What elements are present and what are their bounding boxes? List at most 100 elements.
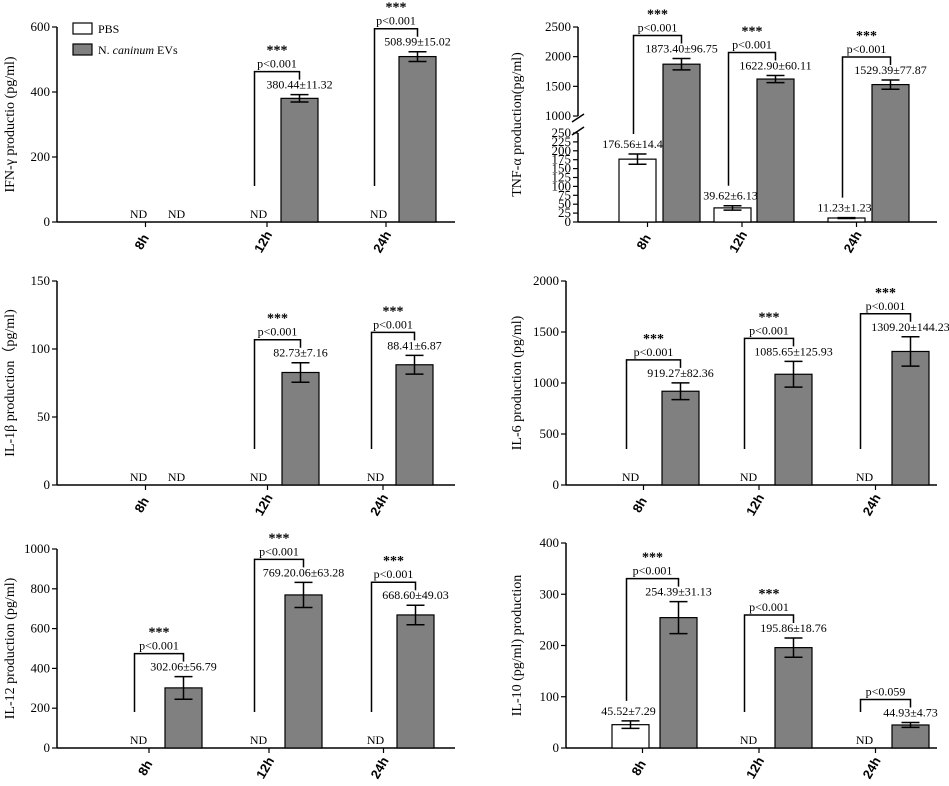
y-tick-label: 100 <box>31 341 51 356</box>
legend-swatch-evs <box>72 43 93 56</box>
y-tick-label: 250 <box>552 125 572 140</box>
bar-evs <box>281 371 320 486</box>
y-tick-label: 400 <box>31 660 51 675</box>
x-tick-label: 24h <box>367 491 391 518</box>
bar-evs <box>661 390 700 486</box>
value-label-pbs: 45.52±7.29 <box>601 704 656 718</box>
y-tick-label: 75 <box>558 187 571 202</box>
y-axis-title: IFN-γ productio (pg/ml) <box>3 56 18 192</box>
legend: PBS N. caninum EVs <box>72 22 178 57</box>
x-tick-label: 24h <box>841 228 865 255</box>
value-label-evs: 508.99±15.02 <box>384 35 451 49</box>
significance-stars: *** <box>383 304 404 319</box>
y-tick-label: 150 <box>552 161 572 176</box>
bar-evs <box>774 373 813 486</box>
y-tick-label: 1000 <box>533 375 559 390</box>
p-value-label: p<0.001 <box>376 14 416 28</box>
significance-bracket <box>841 56 892 198</box>
p-value-label: p<0.059 <box>866 685 906 699</box>
chart-panel-4: 0 500 1000 1500 2000 IL-6 production (pg/ml) 8… <box>510 273 949 518</box>
nd-label: ND <box>856 733 874 747</box>
x-tick-label: 24h <box>370 228 394 255</box>
x-tick-label: 8h <box>629 494 650 515</box>
nd-label: ND <box>740 733 758 747</box>
x-tick-label: 24h <box>368 754 392 781</box>
x-tick-label: 12h <box>743 491 767 518</box>
legend-label-evs: N. caninum EVs <box>98 43 178 57</box>
nd-label: ND <box>130 470 148 484</box>
p-value-label: p<0.001 <box>638 20 678 34</box>
y-tick-label: 500 <box>540 426 560 441</box>
nd-label: ND <box>367 733 385 747</box>
significance-bracket <box>370 331 416 449</box>
significance-stars: *** <box>875 286 896 301</box>
nd-label: ND <box>250 207 268 221</box>
x-tick-label: 12h <box>252 491 276 518</box>
value-label-evs: 769.20.06±63.28 <box>263 565 345 579</box>
y-tick-label: 150 <box>31 273 51 288</box>
bar-evs <box>774 647 813 749</box>
significance-stars: *** <box>742 24 763 39</box>
p-value-label: p<0.001 <box>258 325 298 339</box>
nd-label: ND <box>168 207 186 221</box>
y-tick-label: 200 <box>31 149 51 164</box>
y-tick-label: 200 <box>31 700 51 715</box>
significance-bracket <box>859 313 912 449</box>
y-tick-label: 800 <box>31 581 51 596</box>
value-label-evs: 82.73±7.16 <box>273 346 328 360</box>
y-tick-label: 600 <box>31 621 51 636</box>
legend-swatch-pbs <box>72 22 93 35</box>
bar-evs <box>891 350 930 486</box>
x-tick-label: 8h <box>131 494 152 515</box>
y-tick-label: 0 <box>553 740 560 755</box>
x-tick-label: 12h <box>253 754 277 781</box>
y-tick-label: 50 <box>37 409 50 424</box>
p-value-label: p<0.001 <box>633 564 673 578</box>
nd-label: ND <box>250 733 268 747</box>
significance-bracket <box>253 558 305 712</box>
p-value-label: p<0.001 <box>257 57 297 71</box>
y-tick-label: 1000 <box>24 541 50 556</box>
significance-stars: *** <box>267 44 288 59</box>
value-label-evs: 1085.65±125.93 <box>754 344 833 358</box>
bar-evs <box>280 97 319 223</box>
nd-label: ND <box>856 470 874 484</box>
p-value-label: p<0.001 <box>634 345 674 359</box>
chart-panel-3: 0 50 100 150 IL-1β production（pg/ml) 8h ND ND 12… <box>2 273 455 518</box>
y-tick-label: 0 <box>44 740 51 755</box>
y-tick-label: 400 <box>540 535 560 550</box>
significance-bracket <box>625 359 682 449</box>
x-tick-label: 8h <box>628 757 649 778</box>
axis-break-mark <box>571 113 585 123</box>
significance-bracket <box>253 338 302 449</box>
significance-bracket <box>632 34 683 134</box>
p-value-label: p<0.001 <box>259 544 299 558</box>
p-value-label: p<0.001 <box>749 600 789 614</box>
y-tick-label: 0 <box>44 214 51 229</box>
significance-bracket <box>625 577 680 701</box>
chart-panel-5: 0 200 400 600 800 1000 IL-12 production (pg/ml… <box>3 531 455 781</box>
significance-bracket <box>373 27 419 186</box>
x-tick-label: 12h <box>726 228 750 255</box>
value-label-evs: 1873.40±96.75 <box>645 41 718 55</box>
y-tick-label: 2500 <box>545 19 571 34</box>
y-tick-label: 100 <box>552 178 572 193</box>
value-label-evs: 380.44±11.32 <box>266 78 332 92</box>
significance-stars: *** <box>386 1 407 16</box>
nd-label: ND <box>130 207 148 221</box>
value-label-evs: 254.39±31.13 <box>645 585 712 599</box>
nd-label: ND <box>367 470 385 484</box>
p-value-label: p<0.001 <box>732 37 772 51</box>
y-axis-title: IL-10 (pg/ml) production <box>510 575 525 717</box>
value-label-evs: 1309.20±144.23 <box>871 320 949 334</box>
y-tick-label: 0 <box>44 477 51 492</box>
bar-evs <box>662 63 701 223</box>
y-tick-label: 0 <box>553 477 560 492</box>
y-axis-title: IL-1β production（pg/ml) <box>2 309 18 457</box>
bar-evs <box>396 614 435 749</box>
significance-stars: *** <box>383 554 404 569</box>
nd-label: ND <box>130 733 148 747</box>
legend-evs-suffix: EVs <box>154 43 178 57</box>
y-tick-label: 175 <box>552 152 572 167</box>
